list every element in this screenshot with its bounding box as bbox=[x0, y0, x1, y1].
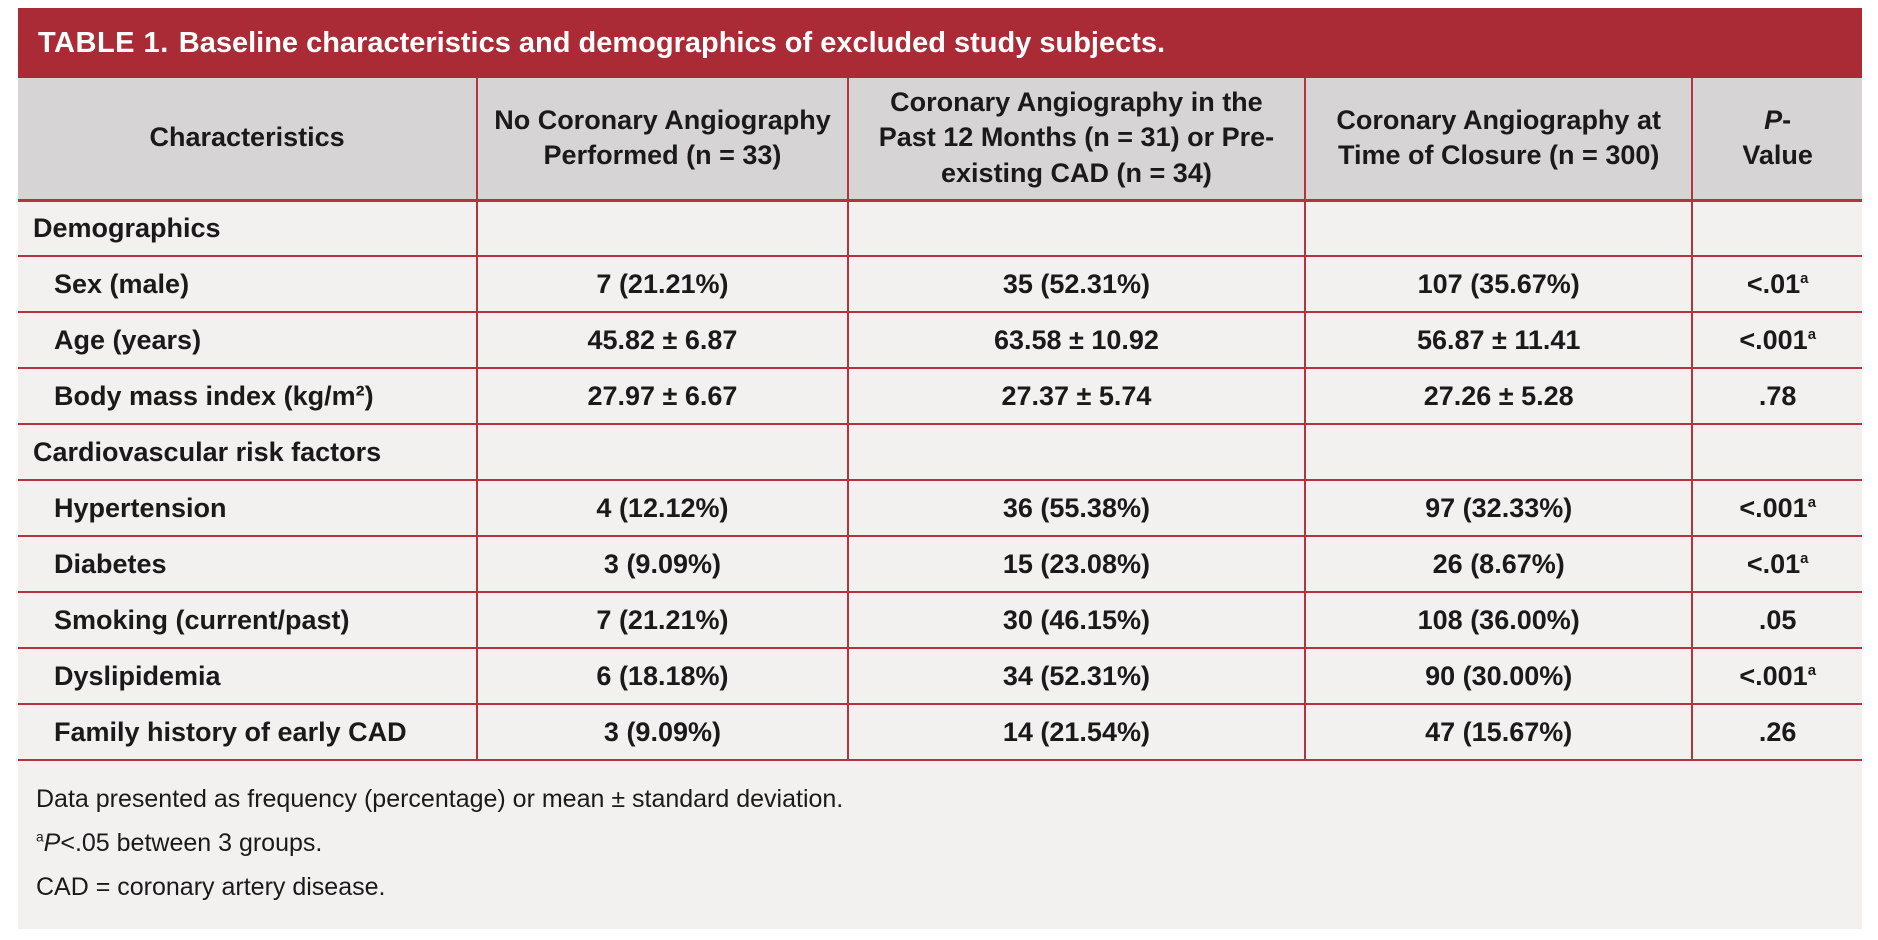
cell-value bbox=[1304, 424, 1693, 481]
column-header-angiography-12-months: Coronary Angiography in the Past 12 Mont… bbox=[846, 78, 1306, 202]
table-number-label: TABLE 1. bbox=[38, 26, 169, 59]
footnote-p-italic: P bbox=[43, 829, 61, 857]
p-italic-label: P bbox=[1764, 104, 1783, 135]
cell-p-value: <.001a bbox=[1691, 480, 1862, 537]
footnote-data-presentation: Data presented as frequency (percentage)… bbox=[36, 785, 844, 813]
cell-value: 47 (15.67%) bbox=[1304, 704, 1693, 761]
cell-value: 7 (21.21%) bbox=[476, 592, 848, 649]
cell-value: 35 (52.31%) bbox=[846, 256, 1306, 313]
cell-p-value: .05 bbox=[1691, 592, 1862, 649]
data-row-family-history: Family history of early CAD 3 (9.09%) 14… bbox=[18, 704, 1862, 761]
footnote-significance-text: <.05 between 3 groups. bbox=[60, 829, 323, 857]
cell-value bbox=[476, 200, 848, 257]
section-row-demographics: Demographics bbox=[18, 200, 1862, 257]
cell-value bbox=[1304, 200, 1693, 257]
cell-value: 15 (23.08%) bbox=[846, 536, 1306, 593]
cell-p-value: <.001a bbox=[1691, 648, 1862, 705]
column-header-characteristics: Characteristics bbox=[18, 78, 478, 202]
data-row-smoking: Smoking (current/past) 7 (21.21%) 30 (46… bbox=[18, 592, 1862, 649]
cell-value bbox=[846, 424, 1306, 481]
cell-p-value: <.01a bbox=[1691, 536, 1862, 593]
cell-value: 26 (8.67%) bbox=[1304, 536, 1693, 593]
p-value-header-line2: Value bbox=[1742, 140, 1813, 171]
footnote-cad-abbreviation: CAD = coronary artery disease. bbox=[36, 873, 386, 901]
footnote-marker-a: a bbox=[36, 829, 44, 845]
cell-value: 27.26 ± 5.28 bbox=[1304, 368, 1693, 425]
baseline-characteristics-table: Characteristics No Coronary Angiography … bbox=[18, 78, 1862, 761]
cell-p-value: <.01a bbox=[1691, 256, 1862, 313]
cell-value bbox=[846, 200, 1306, 257]
data-row-dyslipidemia: Dyslipidemia 6 (18.18%) 34 (52.31%) 90 (… bbox=[18, 648, 1862, 705]
p-dash: - bbox=[1782, 104, 1792, 135]
table-title-bar: TABLE 1. Baseline characteristics and de… bbox=[18, 8, 1862, 78]
cell-value: 7 (21.21%) bbox=[476, 256, 848, 313]
row-label: Diabetes bbox=[18, 536, 478, 593]
cell-value: 4 (12.12%) bbox=[476, 480, 848, 537]
cell-value: 36 (55.38%) bbox=[846, 480, 1306, 537]
row-label: Sex (male) bbox=[18, 256, 478, 313]
column-header-p-value: P- Value bbox=[1691, 78, 1862, 202]
data-row-age: Age (years) 45.82 ± 6.87 63.58 ± 10.92 5… bbox=[18, 312, 1862, 369]
cell-value: 14 (21.54%) bbox=[846, 704, 1306, 761]
cell-value: 30 (46.15%) bbox=[846, 592, 1306, 649]
data-row-bmi: Body mass index (kg/m²) 27.97 ± 6.67 27.… bbox=[18, 368, 1862, 425]
table-footnotes: Data presented as frequency (percentage)… bbox=[18, 761, 1862, 929]
p-value-header-line1: P- bbox=[1709, 103, 1846, 139]
data-row-diabetes: Diabetes 3 (9.09%) 15 (23.08%) 26 (8.67%… bbox=[18, 536, 1862, 593]
row-label: Hypertension bbox=[18, 480, 478, 537]
cell-p-value: .78 bbox=[1691, 368, 1862, 425]
cell-value: 63.58 ± 10.92 bbox=[846, 312, 1306, 369]
cell-p-value bbox=[1691, 200, 1862, 257]
data-row-sex: Sex (male) 7 (21.21%) 35 (52.31%) 107 (3… bbox=[18, 256, 1862, 313]
row-label: Age (years) bbox=[18, 312, 478, 369]
row-label: Body mass index (kg/m²) bbox=[18, 368, 478, 425]
cell-value: 90 (30.00%) bbox=[1304, 648, 1693, 705]
cell-value: 45.82 ± 6.87 bbox=[476, 312, 848, 369]
cell-value: 107 (35.67%) bbox=[1304, 256, 1693, 313]
footnote-significance: aP<.05 between 3 groups. bbox=[36, 821, 1842, 865]
cell-p-value: .26 bbox=[1691, 704, 1862, 761]
cell-value: 97 (32.33%) bbox=[1304, 480, 1693, 537]
cell-p-value: <.001a bbox=[1691, 312, 1862, 369]
data-row-hypertension: Hypertension 4 (12.12%) 36 (55.38%) 97 (… bbox=[18, 480, 1862, 537]
cell-value: 56.87 ± 11.41 bbox=[1304, 312, 1693, 369]
cell-value: 3 (9.09%) bbox=[476, 536, 848, 593]
cell-value: 3 (9.09%) bbox=[476, 704, 848, 761]
row-label: Cardiovascular risk factors bbox=[18, 424, 478, 481]
cell-p-value bbox=[1691, 424, 1862, 481]
column-header-no-angiography: No Coronary Angiography Performed (n = 3… bbox=[476, 78, 848, 202]
cell-value: 6 (18.18%) bbox=[476, 648, 848, 705]
row-label: Family history of early CAD bbox=[18, 704, 478, 761]
table-title-text: Baseline characteristics and demographic… bbox=[178, 26, 1166, 59]
cell-value: 27.97 ± 6.67 bbox=[476, 368, 848, 425]
row-label: Smoking (current/past) bbox=[18, 592, 478, 649]
cell-value bbox=[476, 424, 848, 481]
header-row: Characteristics No Coronary Angiography … bbox=[18, 78, 1862, 202]
row-label: Dyslipidemia bbox=[18, 648, 478, 705]
section-row-cardiovascular-risk-factors: Cardiovascular risk factors bbox=[18, 424, 1862, 481]
column-header-angiography-at-closure: Coronary Angiography at Time of Closure … bbox=[1304, 78, 1693, 202]
cell-value: 34 (52.31%) bbox=[846, 648, 1306, 705]
cell-value: 108 (36.00%) bbox=[1304, 592, 1693, 649]
cell-value: 27.37 ± 5.74 bbox=[846, 368, 1306, 425]
row-label: Demographics bbox=[18, 200, 478, 257]
